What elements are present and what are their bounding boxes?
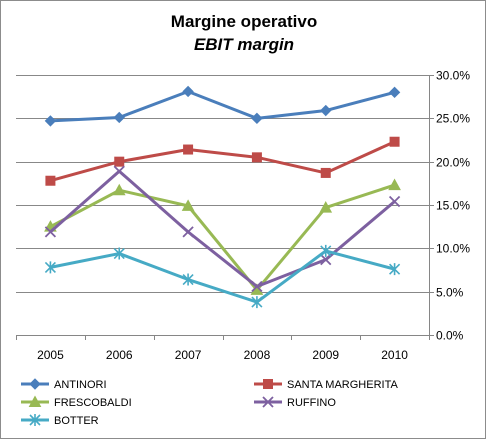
data-point bbox=[113, 165, 125, 177]
data-point bbox=[320, 253, 332, 266]
series-ruffino bbox=[44, 165, 401, 293]
x-tick-label: 2007 bbox=[175, 348, 202, 362]
data-point bbox=[181, 199, 195, 211]
legend-marker bbox=[263, 379, 273, 389]
data-point bbox=[389, 136, 400, 147]
x-tick-label: 2009 bbox=[312, 348, 339, 362]
legend-item: ANTINORI bbox=[21, 378, 107, 391]
data-point bbox=[388, 195, 401, 208]
legend-marker bbox=[29, 414, 41, 426]
legend-item: SANTA MARGHERITA bbox=[254, 379, 398, 391]
data-point bbox=[114, 156, 125, 167]
legend-marker bbox=[29, 378, 41, 390]
series-frescobaldi bbox=[44, 178, 401, 295]
x-tick-label: 2010 bbox=[381, 348, 408, 362]
data-point bbox=[388, 86, 401, 99]
data-point bbox=[182, 85, 194, 98]
data-point bbox=[388, 178, 401, 191]
series-line bbox=[50, 89, 395, 123]
data-point bbox=[183, 144, 194, 155]
data-point bbox=[112, 183, 126, 196]
legend-label: BOTTER bbox=[54, 415, 99, 427]
legend-label: ANTINORI bbox=[54, 379, 107, 391]
y-tick-label: 25.0% bbox=[436, 112, 470, 126]
legend-label: RUFFINO bbox=[287, 397, 336, 409]
y-tick-label: 20.0% bbox=[436, 156, 470, 170]
series-line bbox=[49, 183, 396, 292]
series-group bbox=[44, 85, 401, 309]
x-tick-label: 2008 bbox=[244, 348, 271, 362]
data-point bbox=[44, 115, 57, 127]
series-line bbox=[50, 140, 396, 183]
axes: 0.0% 5.0% 10.0% 15.0% 20.0% 25.0% 30.0% 2005 200… bbox=[16, 69, 470, 362]
data-point bbox=[251, 112, 263, 125]
chart-subtitle: EBIT margin bbox=[193, 35, 295, 54]
legend-item: BOTTER bbox=[21, 414, 99, 427]
data-point bbox=[182, 273, 194, 286]
data-point bbox=[113, 111, 125, 124]
series-antinori bbox=[44, 85, 401, 127]
data-point bbox=[319, 201, 333, 213]
series-santa-margherita bbox=[45, 136, 400, 186]
data-point bbox=[45, 175, 56, 186]
data-point bbox=[44, 261, 56, 274]
x-tick-label: 2006 bbox=[106, 348, 133, 362]
legend-item: RUFFINO bbox=[254, 396, 336, 409]
data-point bbox=[320, 167, 331, 178]
data-point bbox=[251, 152, 262, 163]
y-tick-label: 0.0% bbox=[436, 329, 464, 343]
series-line bbox=[50, 249, 395, 304]
data-point bbox=[251, 296, 263, 309]
legend-marker bbox=[262, 396, 274, 408]
y-tick-label: 30.0% bbox=[436, 69, 470, 83]
data-point bbox=[44, 226, 57, 238]
y-tick-label: 15.0% bbox=[436, 199, 470, 213]
series-botter bbox=[44, 244, 401, 309]
gridlines bbox=[16, 75, 429, 336]
y-tick-label: 5.0% bbox=[436, 286, 464, 300]
legend-label: SANTA MARGHERITA bbox=[287, 379, 398, 391]
legend-marker bbox=[28, 395, 42, 407]
series-line bbox=[49, 169, 396, 288]
data-point bbox=[251, 280, 263, 293]
legend: ANTINORI SANTA MARGHERITA FRESCOBALDI RUFFI… bbox=[21, 378, 398, 427]
legend-label: FRESCOBALDI bbox=[54, 397, 132, 409]
data-point bbox=[320, 104, 332, 117]
legend-item: FRESCOBALDI bbox=[21, 395, 132, 409]
x-tick-label: 2005 bbox=[37, 348, 64, 362]
y-tick-label: 10.0% bbox=[436, 242, 470, 256]
data-point bbox=[182, 226, 194, 238]
data-point bbox=[113, 247, 125, 260]
data-point bbox=[320, 244, 332, 257]
data-point bbox=[389, 263, 401, 276]
chart-title: Margine operativo bbox=[170, 12, 318, 31]
